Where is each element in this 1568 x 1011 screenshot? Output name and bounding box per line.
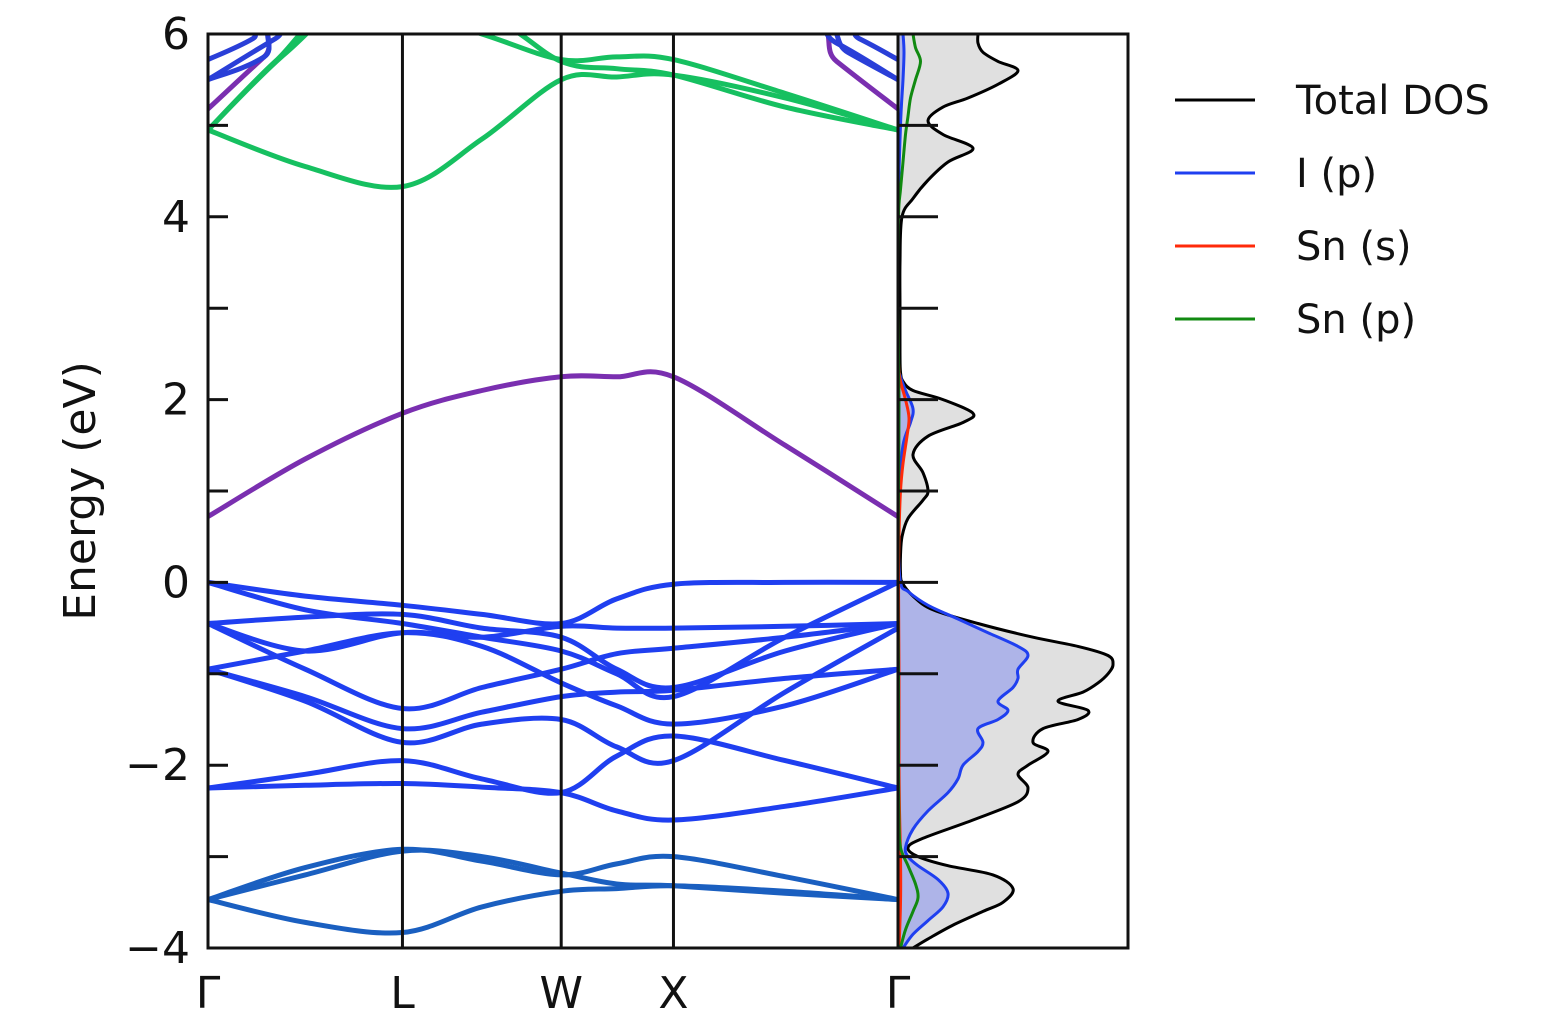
band-line-6: [208, 666, 898, 732]
band-line-20: [208, 34, 898, 63]
y-tick-label-1: −2: [125, 740, 190, 791]
y-tick-label-2: 0: [162, 557, 190, 608]
y-ticks: [208, 32, 938, 950]
kpoint-label-1: L: [390, 968, 415, 1011]
band-line-7: [208, 621, 898, 712]
kpoint-lines: [400, 34, 675, 948]
legend-label-1: I (p): [1296, 151, 1377, 197]
band-line-18: [208, 34, 898, 83]
y-tick-label-0: −4: [125, 923, 190, 974]
legend-label-3: Sn (p): [1296, 297, 1416, 343]
y-tick-label-5: 6: [162, 9, 190, 60]
kpoint-label-2: W: [539, 968, 583, 1011]
band-line-14: [208, 71, 898, 190]
y-tick-label-3: 2: [162, 375, 190, 426]
band-line-15: [208, 34, 898, 133]
y-tick-labels: −4 −2 0 2 4 6: [125, 9, 190, 974]
legend: Total DOS I (p) Sn (s) Sn (p): [1175, 78, 1490, 343]
band-line-16: [208, 34, 898, 133]
legend-label-0: Total DOS: [1295, 78, 1490, 124]
kpoint-label-3: X: [658, 968, 688, 1011]
kpoint-label-0: Γ: [196, 968, 221, 1011]
legend-label-2: Sn (s): [1296, 224, 1412, 270]
band-line-13: [208, 369, 898, 520]
band-lines: [208, 34, 898, 936]
y-tick-label-4: 4: [162, 192, 190, 243]
band-plot-frame: [206, 32, 900, 950]
band-line-19: [208, 34, 898, 83]
y-axis-title: Energy (eV): [55, 361, 106, 621]
band-line-2: [208, 847, 898, 903]
band-line-3: [208, 780, 898, 823]
kpoint-label-4: Γ: [886, 968, 911, 1011]
